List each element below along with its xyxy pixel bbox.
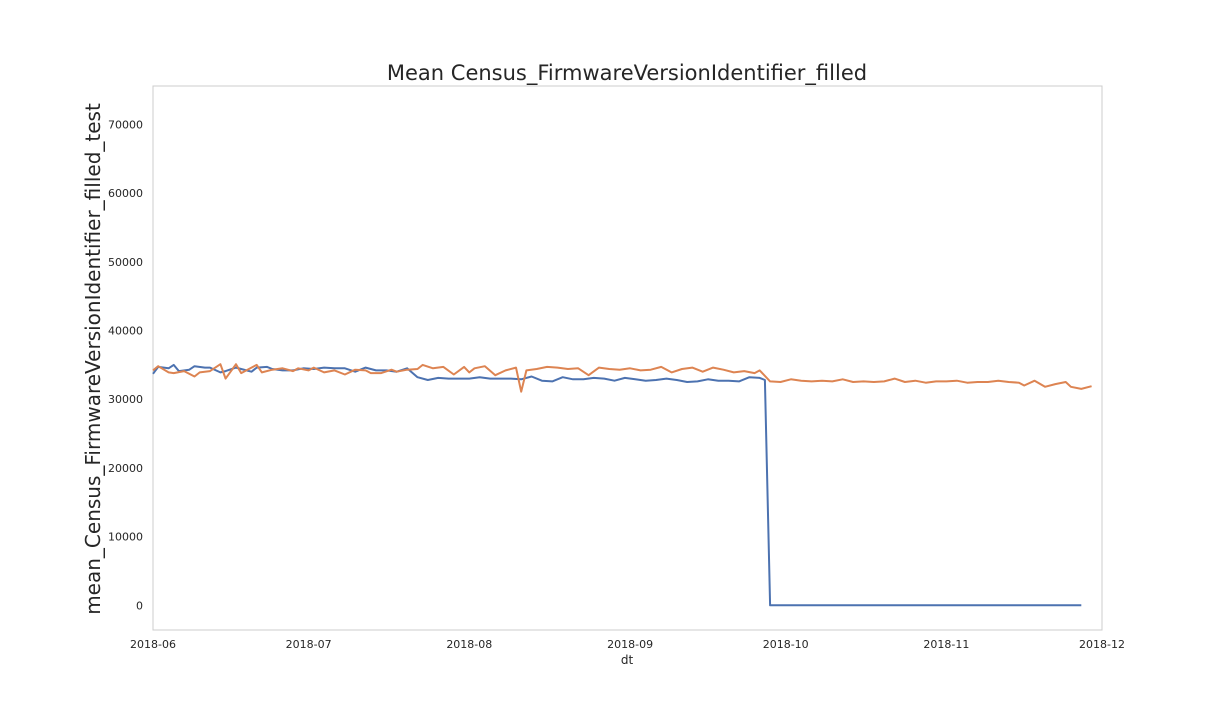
y-tick-label: 70000 (108, 119, 143, 132)
y-tick-label: 0 (136, 599, 143, 612)
series-line-2 (152, 363, 1092, 393)
y-tick-label: 20000 (108, 462, 143, 475)
x-tick-label: 2018-06 (130, 638, 176, 651)
x-axis-label: dt (621, 653, 634, 667)
x-tick-label: 2018-10 (763, 638, 809, 651)
y-tick-label: 30000 (108, 393, 143, 406)
y-tick-labels: 0 10000 20000 30000 40000 50000 60000 70000 (108, 119, 143, 613)
x-tick-label: 2018-07 (286, 638, 332, 651)
x-tick-label: 2018-12 (1079, 638, 1125, 651)
x-tick-label: 2018-08 (446, 638, 492, 651)
x-tick-label: 2018-11 (923, 638, 969, 651)
y-tick-label: 50000 (108, 256, 143, 269)
series-layer (152, 363, 1092, 607)
y-axis-label: mean_Census_FirmwareVersionIdentifier_fi… (81, 103, 105, 615)
y-tick-label: 40000 (108, 325, 143, 338)
y-tick-label: 10000 (108, 531, 143, 544)
x-tick-label: 2018-09 (607, 638, 653, 651)
y-tick-label: 60000 (108, 187, 143, 200)
x-tick-labels: 2018-06 2018-07 2018-08 2018-09 2018-10 2018-… (130, 638, 1125, 651)
plot-frame (152, 85, 1103, 631)
chart-title: Mean Census_FirmwareVersionIdentifier_fi… (387, 61, 867, 86)
